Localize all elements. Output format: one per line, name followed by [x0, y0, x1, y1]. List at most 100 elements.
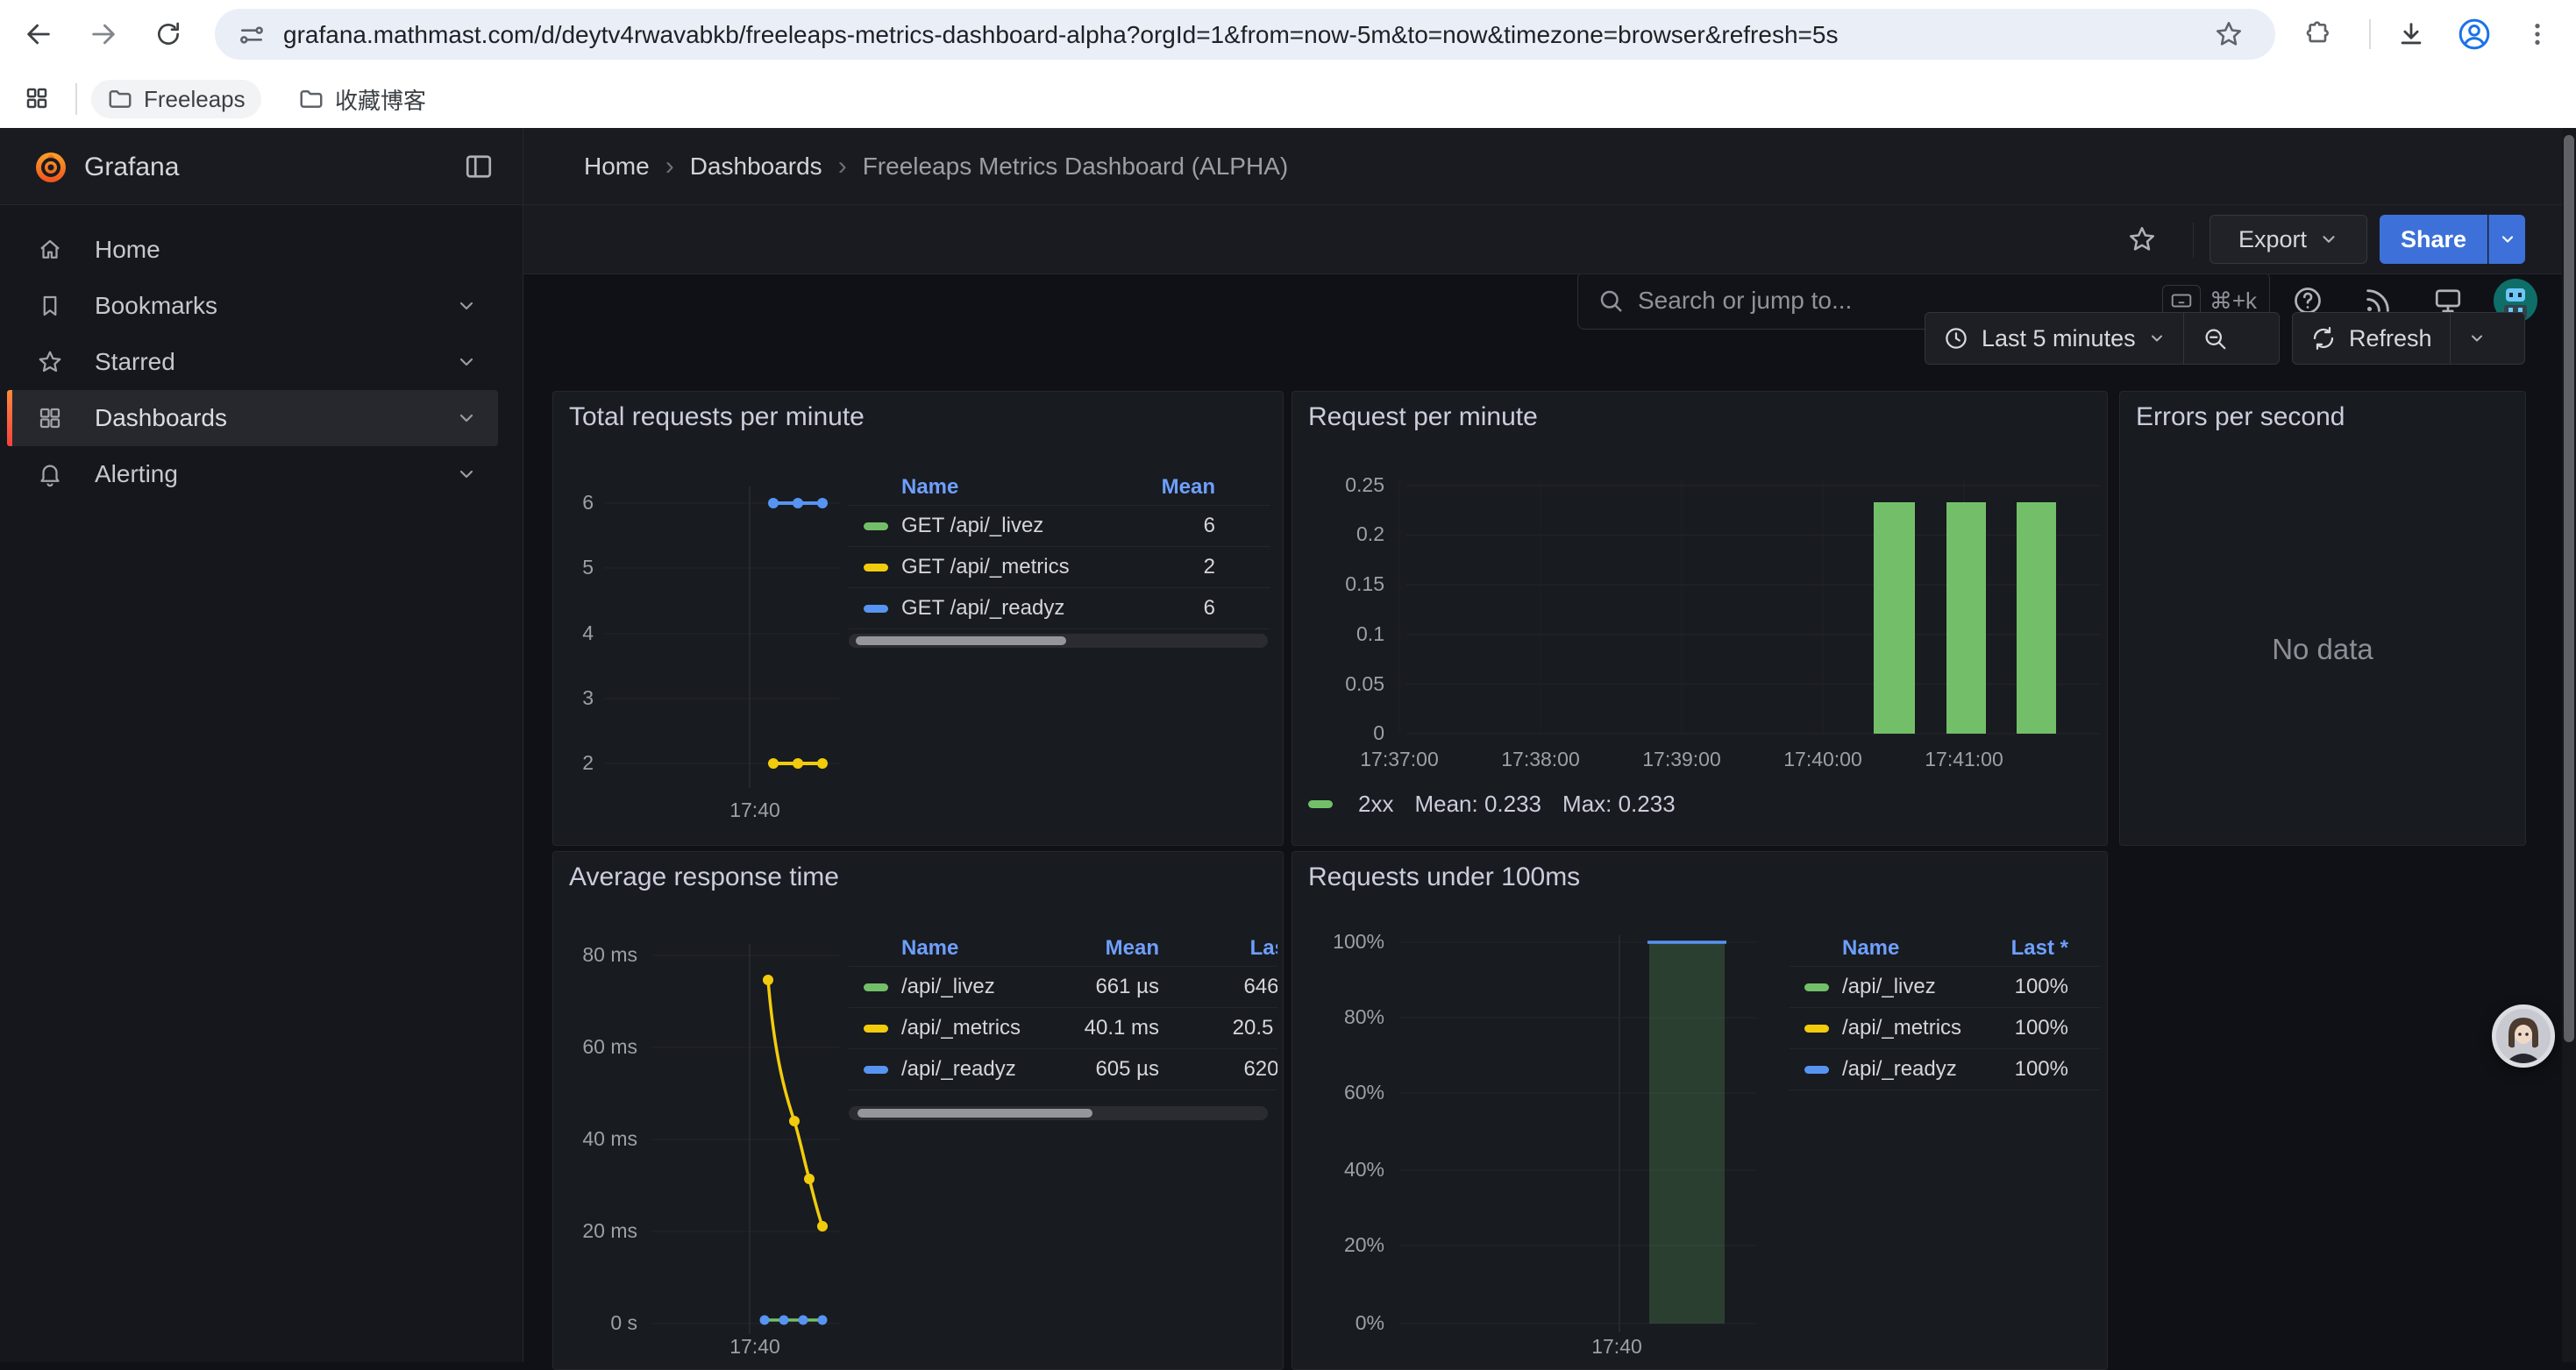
zoom-out-icon: [2202, 325, 2228, 351]
assistant-avatar[interactable]: [2492, 1004, 2555, 1068]
downloads-button[interactable]: [2392, 15, 2430, 53]
sidebar-item-dashboards[interactable]: Dashboards: [7, 390, 498, 446]
page-scrollbar[interactable]: [2562, 128, 2576, 1362]
grafana-logo[interactable]: [32, 147, 70, 186]
forward-icon: [89, 19, 118, 49]
avatar-image: [2496, 1009, 2551, 1063]
zoom-out-button[interactable]: [2184, 313, 2245, 364]
legend-row[interactable]: /api/_metrics 40.1 ms 20.5 ms: [849, 1008, 1277, 1049]
panel-total-requests[interactable]: Total requests per minute 6 5 4 3 2 17:4…: [552, 391, 1284, 846]
panel-request-per-minute[interactable]: Request per minute 0.25 0.2 0.15 0.1 0.0…: [1292, 391, 2108, 846]
bookmark-icon: [37, 293, 63, 319]
breadcrumb-separator: ›: [665, 152, 674, 181]
sidebar-item-home[interactable]: Home: [7, 222, 498, 278]
series-name[interactable]: GET /api/_metrics: [901, 555, 1070, 579]
home-icon: [37, 237, 63, 263]
download-icon: [2396, 19, 2426, 49]
series-mean: 6: [1110, 514, 1215, 538]
legend-row[interactable]: /api/_metrics 100%: [1790, 1008, 2101, 1049]
panel-errors-per-second[interactable]: Errors per second No data: [2119, 391, 2526, 846]
export-button[interactable]: Export: [2210, 215, 2367, 264]
series-color-pill: [864, 564, 888, 571]
time-range-picker[interactable]: Last 5 minutes: [1925, 313, 2183, 364]
series-name[interactable]: /api/_readyz: [1842, 1057, 1957, 1082]
legend-scrollbar[interactable]: [849, 634, 1268, 648]
refresh-button[interactable]: Refresh: [2293, 313, 2450, 364]
legend-row[interactable]: /api/_livez 100%: [1790, 967, 2101, 1008]
legend: 2xx Mean: 0.233 Max: 0.233: [1308, 791, 1676, 818]
legend-scrollbar[interactable]: [849, 1106, 1268, 1120]
reload-icon: [154, 20, 182, 48]
bookmark-folder-freeleaps[interactable]: Freeleaps: [91, 80, 261, 118]
chevron-down-icon[interactable]: [456, 464, 477, 485]
chevron-down-icon: [2319, 230, 2338, 249]
browser-menu-button[interactable]: [2518, 15, 2557, 53]
share-button[interactable]: Share: [2380, 215, 2487, 264]
legend-header-name[interactable]: Name: [901, 936, 958, 961]
chevron-down-icon[interactable]: [456, 351, 477, 373]
reload-button[interactable]: [149, 15, 188, 53]
scrollbar-thumb[interactable]: [857, 1109, 1092, 1118]
series-name[interactable]: /api/_livez: [1842, 975, 1936, 999]
legend-row[interactable]: GET /api/_livez 6: [849, 506, 1270, 547]
bookmark-folder-blogs[interactable]: 收藏博客: [282, 80, 442, 118]
breadcrumb-home[interactable]: Home: [584, 153, 650, 181]
apps-grid-button[interactable]: [18, 79, 56, 117]
brand-title: Grafana: [84, 153, 179, 182]
breadcrumb-dashboards[interactable]: Dashboards: [690, 153, 822, 181]
search-placeholder: Search or jump to...: [1638, 287, 1852, 315]
chevron-down-icon[interactable]: [456, 295, 477, 316]
chevron-down-icon[interactable]: [456, 408, 477, 429]
series-name[interactable]: /api/_readyz: [901, 1057, 1016, 1082]
url-text[interactable]: grafana.mathmast.com/d/deytv4rwavabkb/fr…: [283, 21, 1838, 49]
sidebar-toggle-button[interactable]: [463, 151, 495, 182]
bookmarks-divider: [75, 83, 77, 115]
bar-chart: [1292, 392, 2107, 845]
series-last: 646 µs: [1185, 975, 1277, 999]
series-name[interactable]: GET /api/_livez: [901, 514, 1043, 538]
legend-header-last[interactable]: Last *: [1963, 936, 2068, 961]
chevron-down-icon: [2148, 330, 2166, 347]
legend-header-row: Name Last *: [1790, 930, 2101, 967]
legend-row[interactable]: /api/_readyz 100%: [1790, 1049, 2101, 1090]
panel-under-100ms[interactable]: Requests under 100ms 100% 80% 60% 40% 20…: [1292, 851, 2108, 1370]
legend-header-last[interactable]: Last *: [1185, 936, 1277, 961]
share-menu-button[interactable]: [2488, 215, 2525, 264]
series-name[interactable]: /api/_metrics: [901, 1016, 1021, 1040]
extensions-button[interactable]: [2299, 15, 2338, 53]
site-settings-icon[interactable]: [238, 21, 266, 49]
series-mean: 2: [1110, 555, 1215, 579]
address-bar[interactable]: grafana.mathmast.com/d/deytv4rwavabkb/fr…: [215, 9, 2275, 60]
profile-button[interactable]: [2455, 15, 2494, 53]
favorite-star-button[interactable]: [2127, 224, 2157, 254]
scrollbar-thumb[interactable]: [856, 636, 1066, 645]
series-mean: 605 µs: [1036, 1057, 1159, 1082]
bookmark-star-icon[interactable]: [2214, 19, 2244, 49]
grafana-header: Grafana Home › Dashboards › Freeleaps Me…: [0, 128, 2576, 205]
sidebar-item-starred[interactable]: Starred: [7, 334, 498, 390]
legend-row[interactable]: /api/_readyz 605 µs 620 µs: [849, 1049, 1277, 1090]
legend-table: Name Last * /api/_livez 100% /api/_metri…: [1790, 930, 2101, 1090]
series-name[interactable]: /api/_metrics: [1842, 1016, 1961, 1040]
series-name[interactable]: 2xx: [1358, 791, 1393, 818]
sidebar-item-bookmarks[interactable]: Bookmarks: [7, 278, 498, 334]
legend-header-name[interactable]: Name: [901, 475, 958, 500]
legend-row[interactable]: /api/_livez 661 µs 646 µs: [849, 967, 1277, 1008]
search-icon: [1598, 287, 1624, 314]
no-data-message: No data: [2120, 633, 2525, 666]
refresh-interval-button[interactable]: [2451, 313, 2503, 364]
sidebar-item-label: Bookmarks: [95, 292, 217, 320]
back-button[interactable]: [19, 15, 58, 53]
sidebar-item-alerting[interactable]: Alerting: [7, 446, 498, 502]
legend-row[interactable]: GET /api/_metrics 2: [849, 547, 1270, 588]
chevron-down-icon: [2499, 231, 2516, 248]
panel-avg-response-time[interactable]: Average response time 80 ms 60 ms 40 ms …: [552, 851, 1284, 1370]
series-name[interactable]: /api/_livez: [901, 975, 995, 999]
legend-header-mean[interactable]: Mean: [1036, 936, 1159, 961]
forward-button[interactable]: [84, 15, 123, 53]
series-name[interactable]: GET /api/_readyz: [901, 596, 1064, 621]
legend-header-name[interactable]: Name: [1842, 936, 1899, 961]
legend-row[interactable]: GET /api/_readyz 6: [849, 588, 1270, 629]
legend-header-mean[interactable]: Mean: [1110, 475, 1215, 500]
scrollbar-thumb[interactable]: [2564, 135, 2574, 1042]
